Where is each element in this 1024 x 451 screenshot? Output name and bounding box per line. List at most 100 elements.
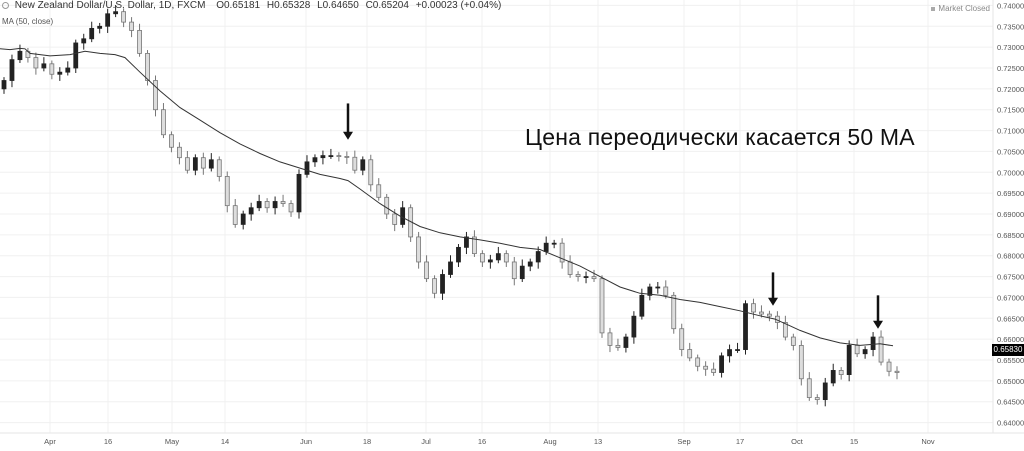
candle-66: [527, 258, 533, 272]
candle-99: [790, 333, 796, 351]
candle-44: [352, 150, 358, 174]
candle-63: [503, 250, 509, 267]
candle-body: [400, 207, 406, 225]
candle-body: [487, 259, 493, 263]
x-tick-7: 16: [478, 437, 486, 446]
candle-84: [671, 292, 677, 334]
candle-19: [153, 75, 158, 117]
candle-body: [41, 63, 47, 69]
candle-body: [344, 156, 350, 158]
y-tick-4: 0.72000: [997, 85, 1024, 94]
y-tick-1: 0.73500: [997, 22, 1024, 31]
candle-body: [416, 236, 422, 263]
x-tick-0: Apr: [44, 437, 56, 446]
candle-11: [89, 21, 95, 43]
candle-body: [535, 251, 541, 263]
candle-65: [519, 259, 525, 282]
candle-body: [822, 382, 828, 401]
candle-86: [687, 342, 693, 362]
x-tick-9: 13: [594, 437, 602, 446]
candle-74: [591, 269, 597, 282]
candle-100: [798, 340, 804, 386]
candle-body: [607, 332, 613, 346]
candle-body: [567, 261, 573, 275]
candles: [1, 5, 900, 407]
candle-body: [599, 278, 605, 334]
candle-body: [1, 80, 7, 90]
candle-105: [838, 367, 844, 380]
y-tick-18: 0.65000: [997, 377, 1024, 386]
candle-58: [464, 231, 469, 255]
candle-70: [559, 238, 565, 269]
market-status-text: Market Closed: [938, 4, 990, 13]
candle-5: [41, 57, 47, 72]
candle-body: [392, 213, 398, 225]
chart-annotation: Цена переодически касается 50 МА: [525, 124, 915, 150]
candle-28: [224, 171, 230, 213]
candle-94: [751, 298, 756, 319]
candle-body: [511, 261, 517, 280]
candle-body: [256, 201, 262, 209]
candle-body: [894, 370, 900, 373]
ma-line: [0, 47, 894, 347]
y-tick-19: 0.64500: [997, 398, 1024, 407]
candle-41: [328, 148, 334, 159]
indicator-label[interactable]: MA (50, close): [2, 17, 54, 26]
candle-35: [280, 194, 286, 207]
candle-60: [479, 250, 485, 267]
candle-body: [583, 276, 589, 278]
symbol-status-icon: [2, 2, 9, 9]
y-tick-5: 0.71500: [997, 106, 1024, 115]
close-value: C0.65204: [365, 0, 409, 11]
candle-71: [567, 255, 573, 278]
candle-body: [161, 109, 166, 136]
arrow-2: [873, 295, 883, 329]
candle-14: [113, 5, 119, 18]
candle-body: [830, 370, 836, 384]
candle-body: [49, 63, 55, 75]
symbol-title[interactable]: New Zealand Dollar/U.S. Dollar, 1D, FXCM: [14, 0, 206, 11]
candle-body: [121, 11, 126, 23]
candle-body: [9, 59, 15, 81]
candle-92: [735, 342, 740, 353]
candle-76: [607, 327, 613, 353]
y-tick-3: 0.72500: [997, 64, 1024, 73]
y-tick-17: 0.65500: [997, 356, 1024, 365]
y-tick-11: 0.68500: [997, 231, 1024, 240]
arrow-head: [873, 320, 883, 329]
candle-57: [456, 244, 461, 267]
candle-88: [703, 361, 709, 376]
open-value: O0.65181: [216, 0, 261, 11]
candle-112: [894, 366, 900, 380]
candle-body: [232, 205, 238, 225]
candle-93: [743, 300, 748, 355]
candle-body: [312, 157, 318, 163]
y-tick-20: 0.64000: [997, 419, 1024, 428]
candle-15: [121, 8, 126, 28]
candle-38: [304, 155, 310, 178]
candle-59: [472, 230, 477, 257]
candle-body: [854, 344, 860, 355]
candle-body: [224, 176, 230, 207]
candle-22: [177, 142, 182, 165]
candle-101: [806, 372, 812, 401]
time-axis[interactable]: Apr 16 May 14 Jun 18 Jul 16 Aug 13 Sep 17 Oct 15 Nov: [44, 437, 935, 446]
candle-13: [105, 8, 111, 33]
candle-79: [631, 311, 637, 344]
candle-53: [424, 255, 429, 282]
y-tick-10: 0.69000: [997, 210, 1024, 219]
market-status-icon: [931, 6, 936, 11]
candle-98: [782, 315, 788, 341]
candle-87: [695, 354, 701, 372]
y-tick-2: 0.73000: [997, 43, 1024, 52]
candle-body: [113, 11, 119, 15]
chart-header: New Zealand Dollar/U.S. Dollar, 1D, FXCM…: [0, 0, 1000, 18]
candle-body: [33, 57, 39, 69]
candle-62: [495, 246, 501, 264]
candle-body: [655, 286, 661, 289]
candle-body: [200, 157, 206, 169]
candle-111: [886, 358, 892, 377]
candle-body: [352, 156, 358, 171]
price-axis[interactable]: 0.74000 0.73500 0.73000 0.72500 0.72000 0.715…: [997, 1, 1024, 427]
